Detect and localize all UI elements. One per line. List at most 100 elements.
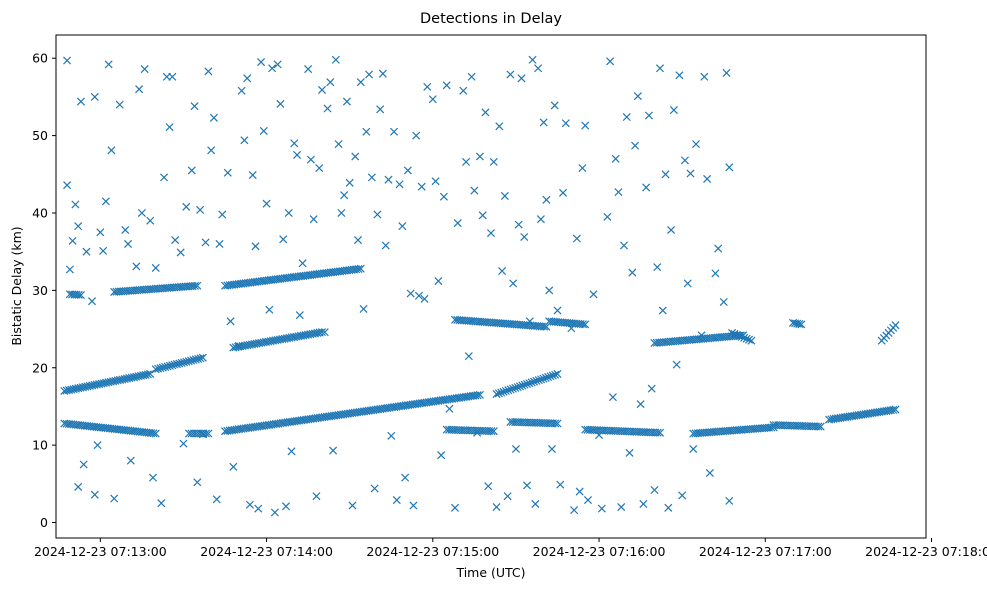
data-point <box>470 186 479 195</box>
track-point <box>816 422 825 431</box>
track-point <box>581 320 590 329</box>
data-point <box>462 157 471 166</box>
data-point <box>403 166 412 175</box>
data-point <box>209 113 218 122</box>
data-point <box>511 444 520 454</box>
data-point <box>644 111 653 120</box>
track-point <box>527 378 536 387</box>
track-point <box>508 384 517 393</box>
track-point <box>891 321 900 330</box>
track-point <box>146 369 155 378</box>
data-point <box>401 473 410 482</box>
track-point <box>515 382 525 391</box>
data-point <box>348 501 357 510</box>
data-point <box>359 304 368 313</box>
track-point <box>578 320 587 329</box>
data-point <box>495 122 504 131</box>
track-point <box>551 370 560 379</box>
data-point <box>503 492 512 501</box>
data-point <box>215 239 224 248</box>
data-point <box>384 175 393 184</box>
data-point <box>201 238 210 247</box>
data-point <box>90 490 99 499</box>
data-point <box>536 215 545 224</box>
data-point <box>124 239 133 248</box>
data-point <box>617 503 626 512</box>
data-point <box>392 496 401 505</box>
data-point <box>273 60 282 69</box>
data-point <box>575 487 584 496</box>
data-point <box>99 246 108 255</box>
data-point <box>279 235 288 244</box>
data-point <box>140 65 149 74</box>
data-point <box>309 215 318 224</box>
data-point <box>547 444 556 454</box>
track-point <box>473 391 482 400</box>
data-point <box>672 360 681 369</box>
data-point <box>619 241 629 250</box>
data-point <box>68 236 77 245</box>
y-tick-group: 0 10 20 30 40 50 60 <box>32 51 56 530</box>
track-point <box>653 428 662 437</box>
track-point <box>158 363 167 372</box>
data-point <box>259 126 268 135</box>
data-point <box>148 473 157 482</box>
data-markers <box>60 55 900 517</box>
track-point <box>172 360 181 369</box>
data-point <box>284 208 293 218</box>
data-point <box>722 68 731 77</box>
data-point <box>326 78 335 87</box>
data-point <box>675 71 684 80</box>
data-point <box>578 164 587 173</box>
track-point <box>175 359 184 368</box>
track-point <box>154 364 163 373</box>
x-tick-label: 2024-12-23 07:13:00 <box>34 544 167 559</box>
track-point <box>546 372 555 381</box>
track-point <box>795 320 804 329</box>
data-point <box>655 64 665 73</box>
track-point <box>161 362 170 372</box>
data-point <box>467 72 476 81</box>
data-point <box>76 97 85 106</box>
track-point <box>504 386 513 395</box>
track-point <box>76 290 85 300</box>
data-point <box>137 208 146 218</box>
track-point <box>475 390 484 399</box>
track-point <box>177 358 186 367</box>
data-point <box>160 173 169 182</box>
data-point <box>478 211 487 220</box>
data-point <box>262 199 271 208</box>
data-point <box>329 446 338 455</box>
data-point <box>450 503 460 512</box>
data-point <box>93 441 102 450</box>
data-point <box>74 482 83 491</box>
track-point <box>735 331 744 340</box>
track-point <box>356 264 365 273</box>
track-point <box>740 333 749 342</box>
data-point <box>63 56 72 65</box>
data-point <box>459 86 468 95</box>
data-point <box>387 431 396 440</box>
data-point <box>381 241 390 250</box>
track-point <box>518 381 527 390</box>
data-point <box>725 496 734 505</box>
y-tick-label: 50 <box>32 128 48 143</box>
data-point <box>486 229 496 238</box>
data-point <box>226 317 235 326</box>
track-point <box>489 427 498 436</box>
track-point <box>191 355 200 364</box>
data-point <box>531 499 540 508</box>
data-point <box>406 289 415 298</box>
track-point <box>354 264 363 274</box>
data-point <box>667 225 676 235</box>
data-point <box>689 444 698 454</box>
data-point <box>517 74 526 83</box>
data-point <box>376 105 385 114</box>
data-point <box>606 57 615 66</box>
data-point <box>669 106 678 115</box>
data-point <box>176 248 185 257</box>
data-point <box>622 113 631 122</box>
data-point <box>711 269 720 278</box>
data-point <box>631 141 640 150</box>
data-point <box>522 481 532 490</box>
